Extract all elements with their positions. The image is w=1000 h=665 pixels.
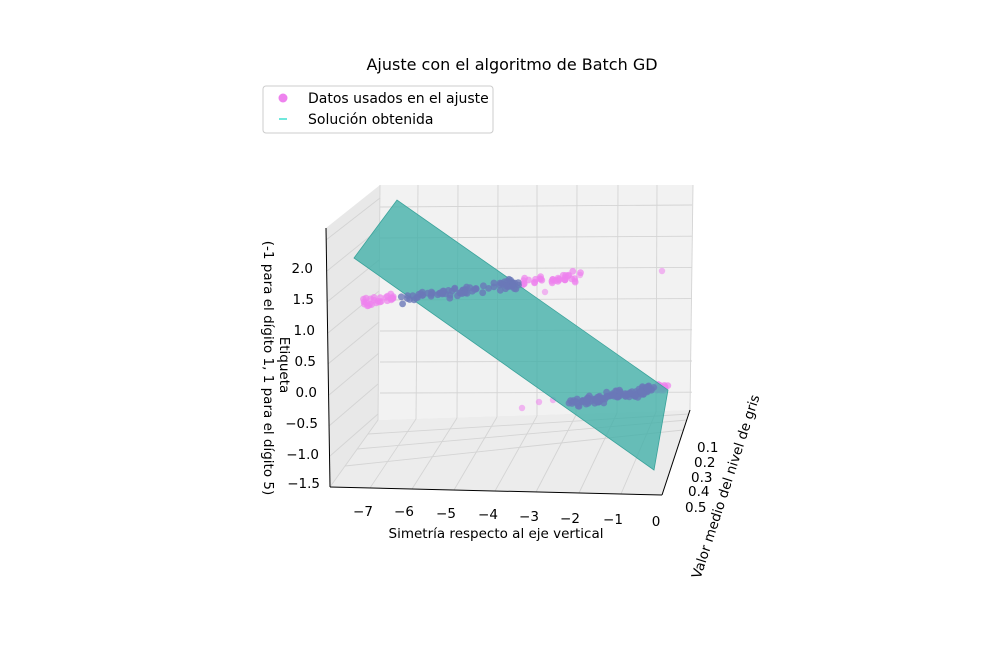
data-point	[446, 294, 454, 302]
data-point	[640, 390, 647, 398]
data-point	[570, 397, 577, 404]
y-tick-label: 0.5	[685, 500, 706, 516]
legend-label-solution: Solución obtenida	[308, 112, 433, 128]
grid-line	[329, 413, 379, 457]
data-point	[472, 285, 480, 292]
data-point	[537, 275, 545, 283]
x-tick-label: −4	[478, 507, 498, 523]
data-point	[480, 282, 487, 290]
data-point	[643, 384, 651, 392]
grid-line	[453, 416, 498, 491]
z-tick-labels: 2.0 1.5 1.0 0.5 0.0 −0.5 −1.0 −1.5	[285, 261, 320, 492]
data-point	[559, 271, 567, 279]
legend: Datos usados en el ajuste Solución obten…	[262, 85, 494, 134]
data-point	[424, 289, 432, 297]
x-tick-label: −7	[353, 504, 373, 520]
grid-line	[379, 204, 693, 208]
chart-title: Ajuste con el algoritmo de Batch GD	[366, 55, 657, 74]
data-point-outlier	[541, 288, 549, 296]
data-point	[584, 394, 592, 402]
y-tick-label: 0.3	[691, 470, 712, 486]
data-point	[445, 287, 452, 294]
x-tick-label: −1	[603, 512, 623, 528]
data-point	[387, 290, 395, 298]
data-point	[377, 298, 385, 305]
data-point	[496, 281, 504, 289]
grid-line	[494, 415, 538, 492]
data-point	[458, 290, 466, 297]
data-point	[549, 276, 557, 283]
x-tick-label: −2	[560, 511, 580, 527]
z-axis-label-line1: Etiqueta	[276, 337, 292, 394]
scatter-points-front	[397, 275, 658, 410]
y-axis-line	[661, 409, 691, 496]
y-tick-labels: 0.10.20.30.40.5	[685, 440, 718, 516]
data-point	[592, 396, 599, 403]
z-tick-label: 0.0	[296, 385, 317, 401]
data-point	[508, 282, 516, 290]
data-point	[439, 287, 447, 295]
data-point-outlier	[576, 271, 584, 279]
z-axis-line	[325, 227, 331, 488]
grid-line	[329, 419, 379, 488]
data-point	[621, 390, 629, 398]
data-point	[485, 285, 492, 292]
grid-line	[325, 197, 381, 241]
axis-lines	[325, 227, 691, 496]
data-point	[520, 280, 528, 288]
x-tick-label: −5	[436, 506, 456, 522]
z-axis-label-line2: (-1 para el dígito 1, 1 para el dígito 5…	[260, 241, 276, 496]
data-point-outlier	[518, 404, 526, 412]
z-tick-label: −1.0	[286, 447, 319, 463]
z-tick-label: 1.0	[294, 323, 315, 339]
grid-line	[369, 418, 417, 489]
grid-line	[327, 321, 380, 365]
data-point	[631, 392, 639, 400]
data-point	[490, 283, 498, 291]
grid-line	[328, 352, 380, 396]
y-tick-label: 0.2	[694, 455, 715, 471]
legend-label-data: Datos usados en el ajuste	[308, 91, 489, 107]
z-tick-label: 0.5	[295, 354, 316, 370]
data-point	[399, 300, 406, 308]
x-tick-labels: −7 −6 −5 −4 −3 −2 −1 0	[353, 504, 660, 530]
data-point	[403, 295, 411, 302]
data-point-outlier	[571, 277, 579, 285]
grid-line	[328, 383, 379, 427]
z-tick-label: −0.5	[285, 416, 318, 432]
x-axis-line	[329, 486, 663, 496]
data-point	[479, 289, 487, 297]
legend-box	[262, 85, 494, 134]
data-point	[466, 284, 474, 292]
data-point	[532, 275, 539, 283]
z-tick-label: −1.5	[287, 476, 320, 492]
data-point-outlier	[535, 398, 543, 406]
data-point	[496, 286, 504, 294]
x-tick-label: −3	[519, 509, 539, 525]
x-tick-label: 0	[652, 514, 661, 530]
x-axis-label: Simetría respecto al eje vertical	[389, 526, 604, 542]
data-point	[397, 293, 405, 301]
x-tick-label: −6	[394, 504, 414, 520]
y-tick-label: 0.4	[688, 484, 709, 500]
z-tick-label: 1.5	[293, 292, 314, 308]
grid-line	[411, 417, 458, 490]
data-point	[361, 300, 368, 308]
data-point	[410, 296, 418, 304]
y-tick-label: 0.1	[697, 440, 718, 456]
grid-line	[535, 414, 577, 493]
data-point	[503, 282, 511, 290]
z-tick-label: 2.0	[292, 261, 313, 277]
data-point-outlier	[658, 267, 666, 275]
data-point	[614, 393, 622, 401]
data-point	[598, 395, 606, 402]
grid-line	[689, 184, 694, 411]
legend-marker-data	[278, 93, 288, 103]
data-point	[419, 291, 426, 299]
